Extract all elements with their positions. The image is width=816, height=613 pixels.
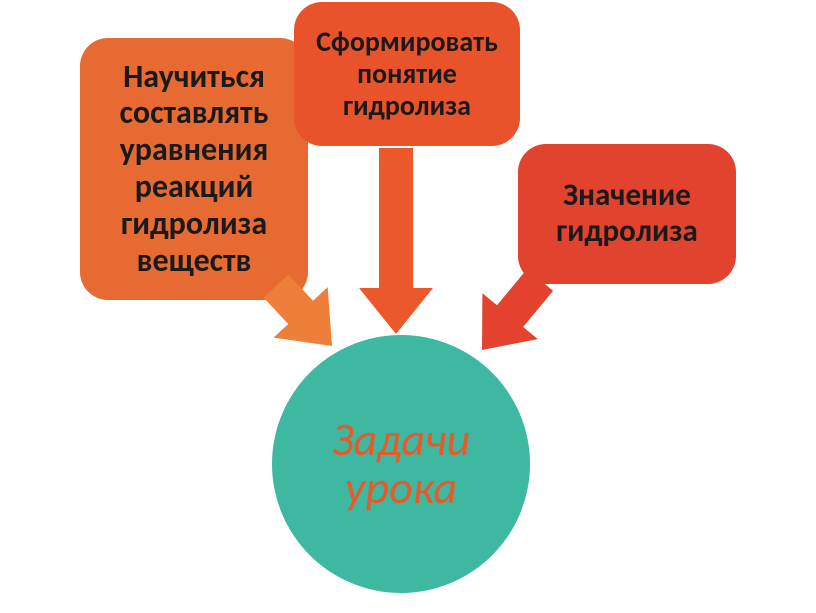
box-right: Значение гидролиза — [518, 144, 736, 284]
center-circle-label: Задачи урока — [272, 416, 530, 513]
box-left-label: Научиться составлять уравнения реакций г… — [94, 59, 294, 280]
box-mid-label: Сформировать понятие гидролиза — [308, 26, 506, 123]
box-left: Научиться составлять уравнения реакций г… — [80, 38, 308, 300]
center-circle: Задачи урока — [272, 335, 530, 593]
box-right-label: Значение гидролиза — [532, 178, 722, 249]
box-mid: Сформировать понятие гидролиза — [294, 2, 520, 146]
